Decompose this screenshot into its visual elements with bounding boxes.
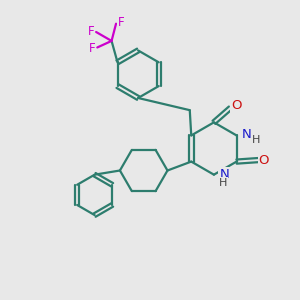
Text: F: F [88,42,95,55]
Text: H: H [252,135,260,145]
Text: N: N [242,128,252,141]
Text: O: O [259,154,269,166]
Text: F: F [88,25,94,38]
Text: N: N [219,168,229,181]
Text: O: O [231,99,242,112]
Text: H: H [219,178,228,188]
Text: F: F [118,16,125,29]
